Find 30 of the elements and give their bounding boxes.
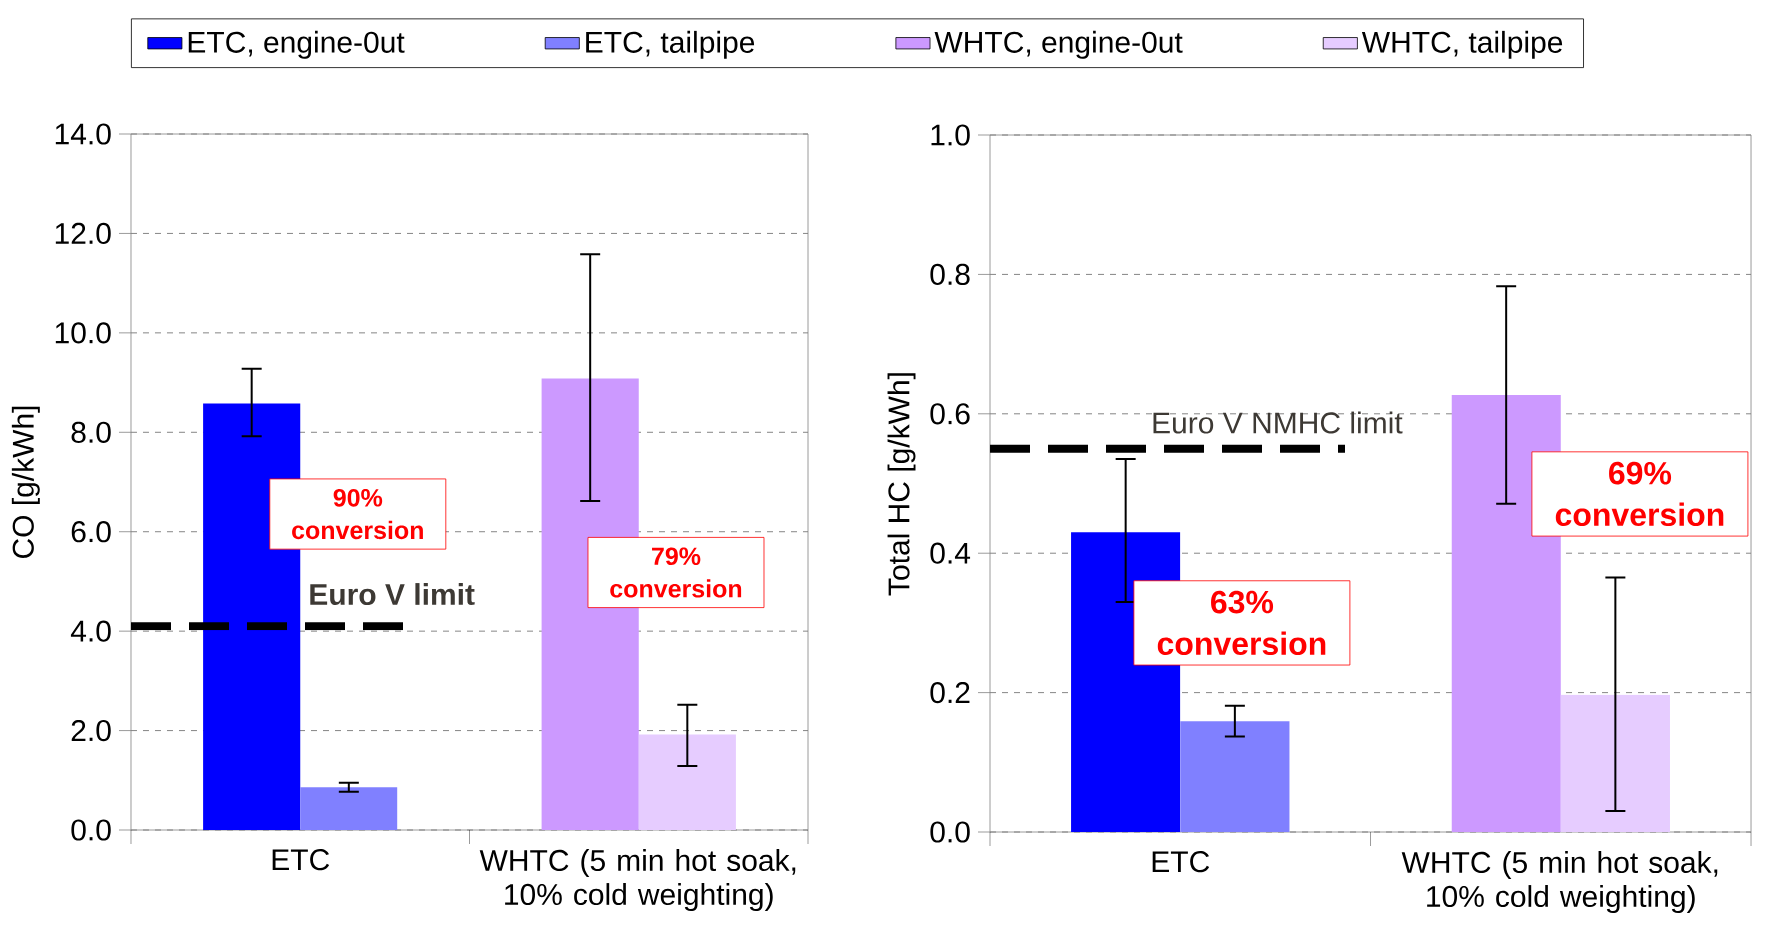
legend-label: ETC, engine-0ut [188, 30, 405, 59]
y-tick-label: 1.0 [931, 124, 970, 146]
y-tick-label: 10.0 [55, 322, 111, 344]
x-tick-label: WHTC (5 min hot soak, 10% cold weighting) [1401, 851, 1718, 914]
y-tick-label: 8.0 [71, 421, 111, 443]
x-tick-label: ETC [272, 849, 330, 871]
x-tick-label: ETC [1152, 851, 1210, 873]
y-tick-label: 0.2 [930, 681, 970, 704]
ref-line-label: Euro V NMHC limit [1153, 411, 1403, 434]
y-tick-label: 0.0 [930, 821, 970, 843]
legend-label: WHTC, engine-0ut [934, 30, 1183, 59]
annotation: 63% conversion [1157, 590, 1326, 656]
legend-label: WHTC, tailpipe [1361, 30, 1563, 59]
y-tick-label: 0.4 [930, 542, 971, 564]
y-tick-label: 14.0 [55, 123, 111, 145]
y-tick-label: 0.6 [930, 403, 970, 425]
y-tick-label: 0.0 [71, 819, 111, 841]
legend-label: ETC, tailpipe [586, 30, 755, 59]
annotation: 79% conversion [610, 547, 742, 598]
ref-line-label: Euro V limit [310, 583, 475, 606]
y-axis-title: CO [g/kWh] [11, 406, 40, 558]
annotation: 69% conversion [1555, 461, 1724, 527]
x-tick-label: WHTC (5 min hot soak, 10% cold weighting) [479, 849, 796, 912]
y-tick-label: 0.8 [930, 263, 970, 286]
y-tick-label: 6.0 [71, 521, 111, 543]
y-tick-label: 12.0 [55, 222, 111, 245]
annotation: 90% conversion [292, 488, 423, 540]
y-tick-label: 2.0 [71, 719, 111, 742]
y-axis-title: Total HC [g/kWh] [887, 373, 916, 596]
y-tick-label: 4.0 [70, 620, 111, 642]
